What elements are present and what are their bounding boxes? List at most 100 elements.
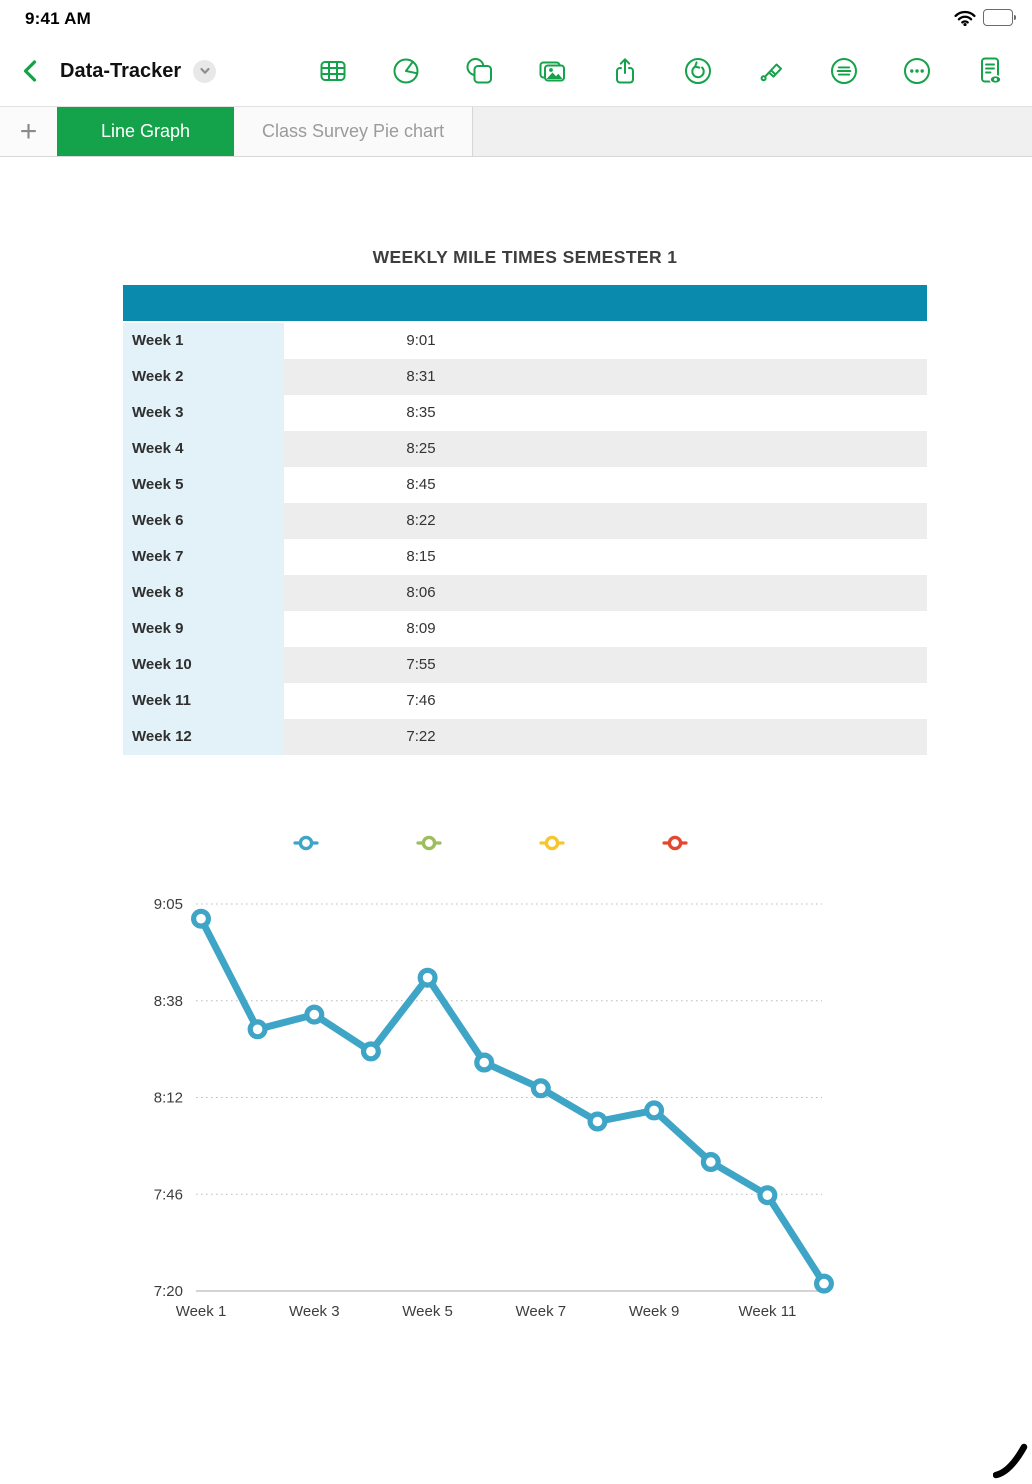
data-point-marker bbox=[700, 1152, 721, 1173]
table-row[interactable]: Week 12 7:22 bbox=[123, 719, 927, 755]
share-icon bbox=[616, 58, 634, 84]
x-axis-tick-label: Week 11 bbox=[738, 1303, 796, 1320]
series-line bbox=[197, 915, 828, 1288]
undo-button[interactable] bbox=[681, 54, 715, 88]
row-label-cell[interactable]: Week 6 bbox=[123, 503, 284, 539]
row-value-cell[interactable]: 8:45 bbox=[406, 476, 436, 493]
sheet-tab-bar: + Line Graph Class Survey Pie chart bbox=[0, 106, 1032, 157]
data-point-marker bbox=[587, 1111, 608, 1132]
y-axis-tick-label: 8:12 bbox=[154, 1090, 183, 1107]
back-button[interactable] bbox=[14, 54, 48, 88]
row-value-cell[interactable]: 7:22 bbox=[406, 728, 436, 745]
row-value-cell[interactable]: 8:25 bbox=[406, 440, 436, 457]
add-sheet-button[interactable]: + bbox=[0, 107, 57, 156]
battery-full-icon bbox=[983, 9, 1016, 26]
table-row[interactable]: Week 8 8:06 bbox=[123, 575, 927, 611]
table-row[interactable]: Week 9 8:09 bbox=[123, 611, 927, 647]
shapes-icon bbox=[466, 58, 492, 84]
x-axis-tick-label: Week 3 bbox=[289, 1303, 340, 1320]
table-row[interactable]: Week 10 7:55 bbox=[123, 647, 927, 683]
data-point-marker bbox=[530, 1078, 551, 1099]
row-label-cell[interactable]: Week 8 bbox=[123, 575, 284, 611]
row-value-cell[interactable]: 8:15 bbox=[406, 548, 436, 565]
document-title: Data-Tracker bbox=[60, 59, 182, 82]
pie-chart-icon bbox=[393, 58, 419, 84]
undo-icon bbox=[685, 58, 711, 84]
y-axis-tick-label: 7:46 bbox=[154, 1186, 183, 1203]
data-point-marker bbox=[757, 1185, 778, 1206]
insert-media-button[interactable] bbox=[535, 54, 569, 88]
format-brush-icon bbox=[760, 63, 782, 82]
row-label-cell[interactable]: Week 11 bbox=[123, 683, 284, 719]
row-label-cell[interactable]: Week 12 bbox=[123, 719, 284, 755]
insert-chart-button[interactable] bbox=[389, 54, 423, 88]
toolbar: Data-Tracker bbox=[0, 36, 1032, 106]
document-view-eye-icon bbox=[981, 57, 1002, 85]
table-row[interactable]: Week 7 8:15 bbox=[123, 539, 927, 575]
y-axis-tick-label: 7:20 bbox=[154, 1283, 183, 1300]
x-axis-tick-label: Week 9 bbox=[629, 1303, 680, 1320]
chevron-down-icon bbox=[200, 67, 210, 74]
table-header-row[interactable] bbox=[123, 285, 927, 321]
x-axis-tick-label: Week 1 bbox=[176, 1303, 227, 1320]
wifi-icon bbox=[954, 10, 976, 26]
table-row[interactable]: Week 1 9:01 bbox=[123, 323, 927, 359]
y-axis-tick-label: 8:38 bbox=[154, 993, 183, 1010]
row-value-cell[interactable]: 8:35 bbox=[406, 404, 436, 421]
ink-annotation-stroke bbox=[993, 1443, 1028, 1479]
share-button[interactable] bbox=[608, 54, 642, 88]
table-row[interactable]: Week 11 7:46 bbox=[123, 683, 927, 719]
row-label-cell[interactable]: Week 1 bbox=[123, 323, 284, 359]
insert-shape-button[interactable] bbox=[462, 54, 496, 88]
table-row[interactable]: Week 5 8:45 bbox=[123, 467, 927, 503]
y-axis-tick-label: 9:05 bbox=[154, 896, 183, 913]
view-options-button[interactable] bbox=[973, 54, 1007, 88]
more-button[interactable] bbox=[900, 54, 934, 88]
mile-times-line-chart[interactable]: 9:05 8:38 8:12 7:46 7:20 Week 1 Week 3 Week 5 We… bbox=[0, 830, 1032, 1350]
row-value-cell[interactable]: 8:09 bbox=[406, 620, 436, 637]
table-row[interactable]: Week 3 8:35 bbox=[123, 395, 927, 431]
table-row[interactable]: Week 2 8:31 bbox=[123, 359, 927, 395]
more-ellipsis-icon bbox=[904, 58, 930, 84]
data-point-marker bbox=[360, 1041, 381, 1062]
table-title: WEEKLY MILE TIMES SEMESTER 1 bbox=[372, 247, 678, 267]
text-lines-circle-icon bbox=[831, 58, 857, 84]
table-row[interactable]: Week 6 8:22 bbox=[123, 503, 927, 539]
row-label-cell[interactable]: Week 3 bbox=[123, 395, 284, 431]
data-point-marker bbox=[813, 1273, 834, 1294]
row-value-cell[interactable]: 7:46 bbox=[406, 692, 436, 709]
data-point-marker bbox=[247, 1019, 268, 1040]
sheet-tab-class-survey-pie-chart[interactable]: Class Survey Pie chart bbox=[234, 107, 474, 156]
media-icon bbox=[539, 61, 565, 82]
status-bar: 9:41 AM bbox=[0, 0, 1032, 36]
data-point-marker bbox=[644, 1100, 665, 1121]
row-label-cell[interactable]: Week 10 bbox=[123, 647, 284, 683]
row-label-cell[interactable]: Week 7 bbox=[123, 539, 284, 575]
insert-table-button[interactable] bbox=[316, 54, 350, 88]
data-point-marker bbox=[417, 967, 438, 988]
status-time: 9:41 AM bbox=[25, 9, 91, 28]
row-value-cell[interactable]: 8:31 bbox=[406, 368, 436, 385]
document-menu-button[interactable] bbox=[193, 59, 217, 83]
row-value-cell[interactable]: 7:55 bbox=[406, 656, 436, 673]
format-button[interactable] bbox=[754, 54, 788, 88]
x-axis-tick-label: Week 5 bbox=[402, 1303, 453, 1320]
row-label-cell[interactable]: Week 5 bbox=[123, 467, 284, 503]
row-label-cell[interactable]: Week 9 bbox=[123, 611, 284, 647]
data-point-marker bbox=[474, 1052, 495, 1073]
table-icon bbox=[320, 61, 346, 81]
table-row[interactable]: Week 4 8:25 bbox=[123, 431, 927, 467]
data-point-marker bbox=[191, 908, 212, 929]
row-label-cell[interactable]: Week 2 bbox=[123, 359, 284, 395]
row-value-cell[interactable]: 8:22 bbox=[406, 512, 436, 529]
x-axis-tick-label: Week 7 bbox=[516, 1303, 567, 1320]
row-label-cell[interactable]: Week 4 bbox=[123, 431, 284, 467]
row-value-cell[interactable]: 9:01 bbox=[406, 332, 436, 349]
back-chevron-icon bbox=[23, 60, 37, 82]
data-point-marker bbox=[304, 1004, 325, 1025]
mile-times-table[interactable]: Week 1 9:01 Week 2 8:31 Week 3 8:35 Week 4 8:25… bbox=[123, 285, 927, 755]
sheet-tab-line-graph[interactable]: Line Graph bbox=[57, 107, 234, 156]
row-value-cell[interactable]: 8:06 bbox=[406, 584, 436, 601]
text-format-button[interactable] bbox=[827, 54, 861, 88]
